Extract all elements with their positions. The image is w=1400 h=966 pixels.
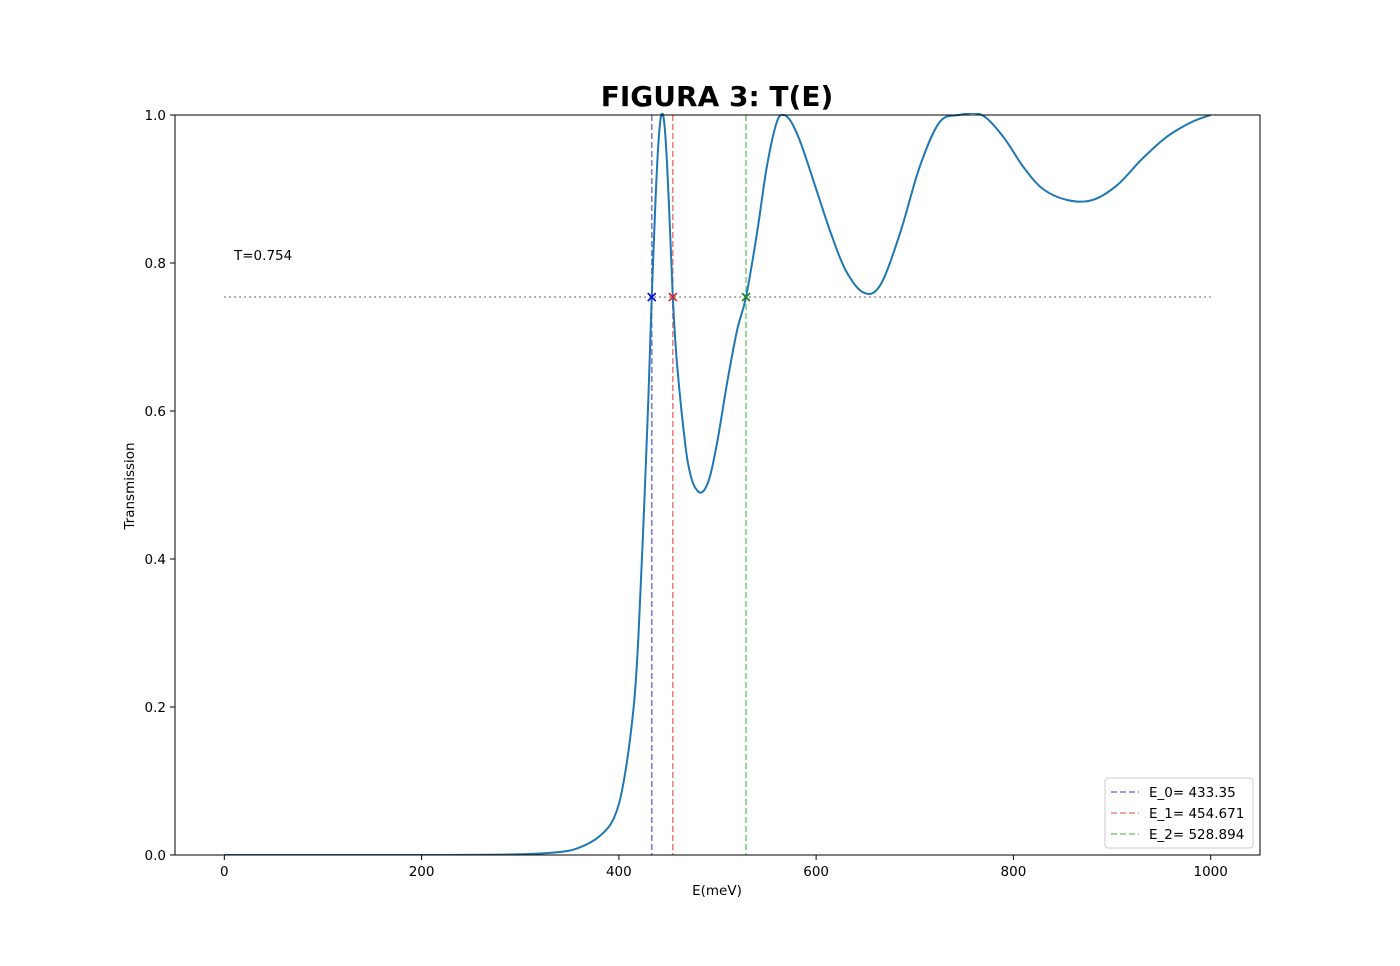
legend: E_0= 433.35 E_1= 454.671 E_2= 528.894 [1104,777,1254,849]
crossing-marker-1 [668,292,678,302]
x-tick-label-3: 600 [803,864,829,880]
x-tick-label-2: 400 [606,864,632,880]
legend-label-0: E_0= 433.35 [1149,785,1236,801]
x-tick-label-1: 200 [409,864,435,880]
y-tick-label-2: 0.4 [145,552,166,568]
y-tick-label-5: 1.0 [145,108,166,124]
x-tick-label-0: 0 [220,864,229,880]
y-tick-label-0: 0.0 [145,848,166,864]
chart-title: FIGURA 3: T(E) [601,80,834,113]
x-tick-label-4: 800 [1001,864,1027,880]
y-tick-label-1: 0.2 [145,700,166,716]
x-axis-label: E(meV) [692,883,742,899]
threshold-annotation: T=0.754 [233,248,292,264]
y-tick-label-4: 0.8 [145,256,166,272]
transmission-curve-0 [224,113,1212,855]
y-tick-label-3: 0.6 [145,404,166,420]
axes-frame [174,114,1261,856]
legend-label-2: E_2= 528.894 [1149,827,1244,843]
crossing-marker-2 [741,292,751,302]
legend-label-1: E_1= 454.671 [1149,806,1244,822]
y-axis-label: Transmission [122,442,138,530]
legend-box [1104,777,1254,849]
crossing-marker-0 [647,292,657,302]
plot-area: 0 200 400 600 800 1000 0.0 0.2 0.4 0.6 0.8 1.0 [145,108,1261,880]
x-tick-label-5: 1000 [1194,864,1228,880]
